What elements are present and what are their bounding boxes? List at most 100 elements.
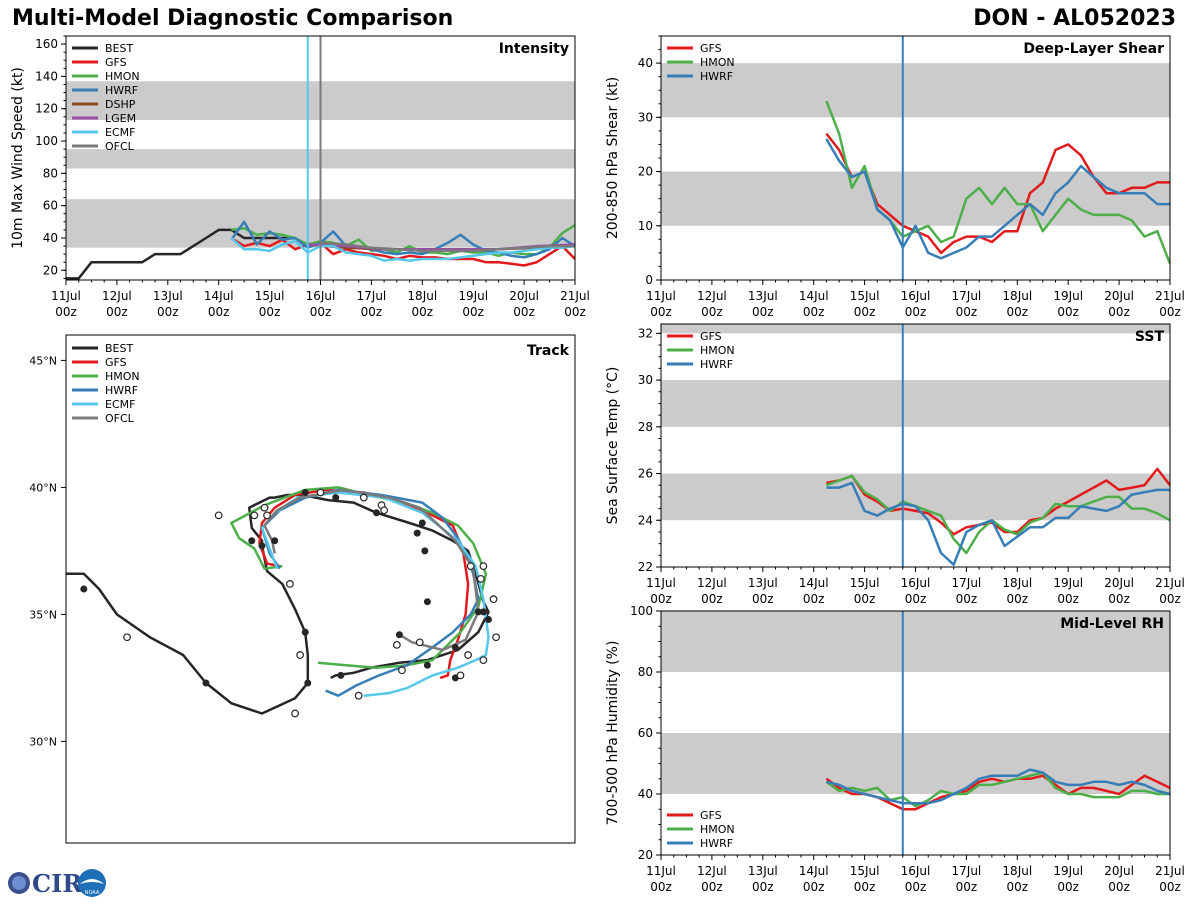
x-tick-label-hour: 00z <box>701 592 723 606</box>
x-tick-label-day: 19Jul <box>458 289 488 303</box>
x-tick-label-hour: 00z <box>905 592 927 606</box>
x-tick-label-hour: 00z <box>650 305 672 319</box>
x-tick-label-day: 12Jul <box>697 289 727 303</box>
legend-label-gfs: GFS <box>700 42 722 55</box>
series-line-gfs <box>825 774 1170 811</box>
y-tick-label: 140 <box>35 69 58 83</box>
x-tick-label-hour: 00z <box>1007 880 1029 894</box>
y-axis-label: Sea Surface Temp (°C) <box>605 367 621 525</box>
legend-label-hwrf: HWRF <box>700 358 733 371</box>
x-tick-label-day: 16Jul <box>306 289 336 303</box>
page-title: Multi-Model Diagnostic Comparison <box>12 6 454 31</box>
x-tick-label-day: 14Jul <box>799 864 829 878</box>
x-tick-label-day: 15Jul <box>850 576 880 590</box>
legend-label-lgem: LGEM <box>105 112 136 125</box>
series-line-hwrf <box>826 481 1170 566</box>
x-tick-label-day: 18Jul <box>407 289 437 303</box>
y-tick-label: 120 <box>35 102 58 116</box>
legend-label-ecmf: ECMF <box>105 126 135 139</box>
track-point-open <box>492 633 501 642</box>
series-line-hwrf <box>826 768 1170 805</box>
x-tick-label-hour: 00z <box>462 305 484 319</box>
track-point-open <box>260 503 269 512</box>
track-point-open <box>316 488 325 497</box>
x-tick-label-hour: 00z <box>803 305 825 319</box>
legend-label-best: BEST <box>105 42 133 55</box>
x-tick-label-day: 13Jul <box>748 576 778 590</box>
lat-tick-label: 40°N <box>29 481 57 494</box>
shaded-band-1 <box>661 611 1170 672</box>
track-point-filled <box>423 598 431 606</box>
track-series-group <box>66 486 501 718</box>
x-tick-label-hour: 00z <box>650 880 672 894</box>
x-tick-label-day: 21Jul <box>1155 289 1185 303</box>
x-tick-label-day: 14Jul <box>799 289 829 303</box>
x-tick-label-hour: 00z <box>752 305 774 319</box>
y-tick-label: 60 <box>43 199 58 213</box>
x-tick-label-day: 12Jul <box>697 576 727 590</box>
y-tick-label: 20 <box>638 848 653 862</box>
track-point-filled <box>332 494 340 502</box>
shaded-band-0 <box>661 171 1170 226</box>
lat-tick-label: 35°N <box>29 608 57 621</box>
x-tick-label-day: 17Jul <box>357 289 387 303</box>
shaded-band-0 <box>661 733 1170 794</box>
x-tick-label-day: 18Jul <box>1002 576 1032 590</box>
x-tick-label-hour: 00z <box>1159 592 1181 606</box>
track-line-best <box>66 493 490 715</box>
x-tick-label-hour: 00z <box>1057 880 1079 894</box>
legend-label-hwrf: HWRF <box>700 70 733 83</box>
cira-logo: CIRA NOAA <box>6 866 106 900</box>
track-point-filled <box>474 608 482 616</box>
track-point-open <box>415 638 424 647</box>
legend-label-gfs: GFS <box>105 356 127 369</box>
legend-label-dshp: DSHP <box>105 98 136 111</box>
x-tick-label-day: 20Jul <box>1104 289 1134 303</box>
series-line-gfs <box>825 132 1170 255</box>
legend-label-hwrf: HWRF <box>700 837 733 850</box>
x-tick-label-hour: 00z <box>1108 880 1130 894</box>
x-tick-label-hour: 00z <box>564 305 586 319</box>
track-point-filled <box>304 679 312 687</box>
track-point-filled <box>451 643 459 651</box>
shaded-band-1 <box>661 63 1170 118</box>
legend-label-ecmf: ECMF <box>105 398 135 411</box>
x-tick-label-day: 18Jul <box>1002 864 1032 878</box>
track-point-open <box>398 666 406 675</box>
track-point-filled <box>484 615 492 623</box>
y-tick-label: 80 <box>638 665 653 679</box>
series-line-hwrf <box>230 220 575 259</box>
x-tick-label-hour: 00z <box>701 880 723 894</box>
y-tick-label: 80 <box>43 166 58 180</box>
y-tick-label: 10 <box>638 219 653 233</box>
track-point-filled <box>271 537 279 545</box>
x-tick-label-hour: 00z <box>106 305 128 319</box>
track-point-filled <box>258 542 266 550</box>
x-tick-label-hour: 00z <box>1007 305 1029 319</box>
x-tick-label-day: 21Jul <box>1155 576 1185 590</box>
x-tick-label-day: 19Jul <box>1053 864 1083 878</box>
x-tick-label-day: 16Jul <box>901 289 931 303</box>
legend-label-ofcl: OFCL <box>105 140 135 153</box>
x-tick-label-day: 13Jul <box>748 289 778 303</box>
legend-label-hmon: HMON <box>700 56 735 69</box>
x-tick-label-hour: 00z <box>208 305 230 319</box>
track-point-open <box>214 511 223 520</box>
y-tick-label: 30 <box>638 110 653 124</box>
chart-title: Mid-Level RH <box>1060 616 1164 632</box>
track-point-open <box>263 511 271 520</box>
y-tick-label: 0 <box>645 273 653 287</box>
x-tick-label-day: 12Jul <box>697 864 727 878</box>
legend-label-gfs: GFS <box>105 56 127 69</box>
track-point-filled <box>423 661 431 669</box>
x-tick-label-hour: 00z <box>361 305 383 319</box>
track-point-open <box>479 562 488 571</box>
x-tick-label-day: 15Jul <box>850 864 880 878</box>
x-tick-label-day: 15Jul <box>255 289 285 303</box>
series-line-hmon <box>825 474 1170 555</box>
lat-tick-label: 45°N <box>29 354 57 367</box>
sst-chart: 22 24 26 28 30 32 11Jul 00z 12Jul 00z 13Jul 00z 14Ju… <box>605 323 1185 606</box>
y-tick-label: 28 <box>638 420 653 434</box>
track-point-open <box>380 506 389 515</box>
x-tick-label-hour: 00z <box>905 305 927 319</box>
